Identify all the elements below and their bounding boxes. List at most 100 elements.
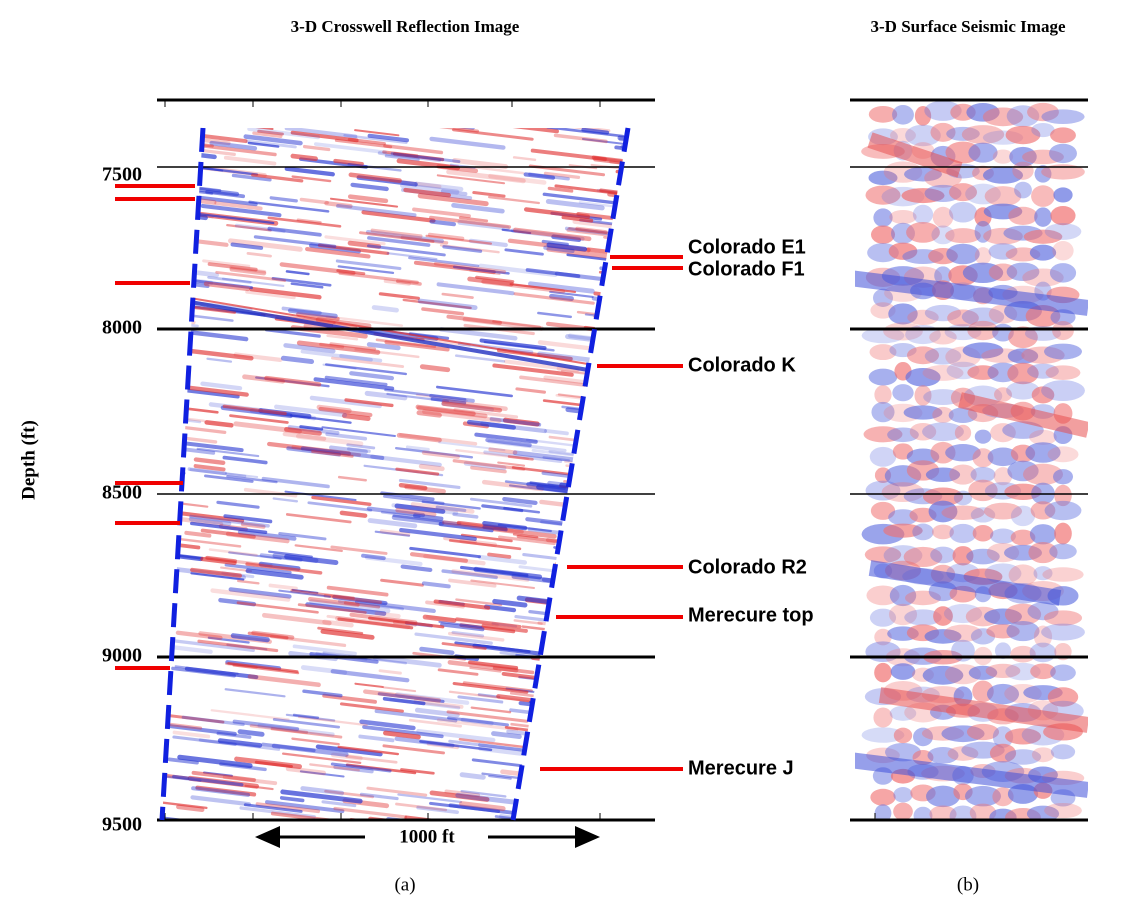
reflector bbox=[625, 446, 628, 455]
reflector bbox=[633, 369, 654, 372]
wavelet bbox=[974, 429, 992, 444]
reflector bbox=[267, 216, 342, 228]
reflector bbox=[528, 172, 570, 181]
reflector bbox=[278, 532, 327, 541]
wavelet bbox=[1029, 524, 1057, 545]
wavelet bbox=[974, 220, 992, 243]
wavelet bbox=[1009, 146, 1037, 167]
reflector bbox=[638, 641, 711, 650]
reflector bbox=[452, 459, 526, 471]
reflector bbox=[589, 499, 628, 511]
reflector bbox=[448, 539, 522, 551]
horizon-label: Colorado F1 bbox=[688, 258, 805, 280]
reflector bbox=[565, 407, 612, 418]
wavelet bbox=[888, 603, 918, 626]
reflector bbox=[362, 725, 444, 739]
reflector bbox=[460, 565, 529, 577]
reflector bbox=[617, 135, 628, 149]
reflector bbox=[164, 434, 218, 444]
reflector bbox=[631, 358, 661, 362]
reflector bbox=[190, 795, 252, 807]
reflector bbox=[477, 554, 528, 565]
reflector bbox=[589, 594, 628, 606]
reflector bbox=[609, 444, 628, 457]
wavelet bbox=[984, 608, 1022, 625]
reflector bbox=[444, 789, 481, 798]
wavelet bbox=[946, 243, 980, 265]
reflector bbox=[549, 293, 574, 302]
reflector bbox=[358, 231, 435, 243]
reflector bbox=[204, 474, 254, 483]
reflector bbox=[198, 738, 281, 751]
wavelet bbox=[1052, 321, 1074, 341]
reflector bbox=[392, 514, 462, 525]
reflector bbox=[344, 398, 394, 408]
reflector bbox=[451, 630, 485, 638]
reflector bbox=[162, 468, 186, 475]
wavelet bbox=[947, 309, 979, 327]
reflector bbox=[409, 546, 481, 559]
reflector bbox=[200, 381, 243, 391]
reflector bbox=[488, 195, 540, 205]
reflector bbox=[372, 655, 442, 668]
reflector bbox=[249, 724, 309, 734]
reflector bbox=[609, 160, 628, 168]
reflector bbox=[176, 804, 205, 813]
wavelet bbox=[932, 524, 954, 540]
wavelet bbox=[1045, 365, 1081, 380]
reflector bbox=[521, 625, 570, 634]
reflector bbox=[332, 594, 388, 606]
wavelet bbox=[907, 309, 939, 326]
reflector bbox=[209, 140, 258, 151]
reflector bbox=[611, 641, 628, 651]
wavelet bbox=[890, 127, 916, 143]
horizon-label: Merecure J bbox=[688, 757, 794, 779]
reflector bbox=[347, 447, 371, 453]
reflector bbox=[229, 267, 267, 276]
reflector bbox=[189, 300, 601, 374]
reflector bbox=[584, 711, 628, 722]
reflector bbox=[162, 642, 213, 654]
reflector bbox=[448, 578, 497, 588]
reflector bbox=[599, 682, 628, 691]
reflector bbox=[492, 320, 541, 329]
wavelet bbox=[988, 243, 1018, 260]
reflector bbox=[354, 348, 420, 359]
reflector bbox=[287, 425, 340, 435]
reflector bbox=[290, 282, 324, 289]
wavelet bbox=[987, 447, 1019, 467]
caption: (b) bbox=[957, 874, 979, 895]
wavelet bbox=[1041, 380, 1085, 402]
wavelet bbox=[1050, 206, 1076, 226]
reflector bbox=[259, 553, 303, 562]
reflector bbox=[305, 246, 371, 259]
reflector bbox=[343, 601, 381, 609]
reflector bbox=[189, 514, 270, 528]
reflector bbox=[197, 639, 279, 653]
reflector bbox=[472, 643, 545, 657]
reflector bbox=[282, 431, 327, 441]
reflector bbox=[462, 317, 544, 331]
reflector bbox=[382, 744, 445, 755]
reflector bbox=[216, 731, 252, 739]
reflector bbox=[202, 259, 251, 268]
reflector bbox=[454, 354, 506, 363]
wavelet bbox=[1049, 543, 1077, 560]
wavelet bbox=[949, 523, 977, 544]
reflector bbox=[264, 375, 322, 387]
reflector bbox=[543, 793, 624, 808]
reflector bbox=[200, 528, 256, 539]
reflector bbox=[300, 349, 373, 362]
reflector bbox=[472, 190, 506, 198]
reflector bbox=[271, 743, 349, 757]
wavelet bbox=[1033, 625, 1053, 648]
reflector bbox=[423, 554, 486, 566]
reflector bbox=[280, 355, 315, 365]
reflector bbox=[399, 433, 478, 446]
reflector bbox=[383, 143, 444, 155]
reflector bbox=[455, 617, 522, 629]
reflector bbox=[427, 232, 465, 241]
wavelet bbox=[1029, 642, 1057, 663]
reflector bbox=[311, 495, 372, 506]
reflector bbox=[584, 593, 628, 605]
